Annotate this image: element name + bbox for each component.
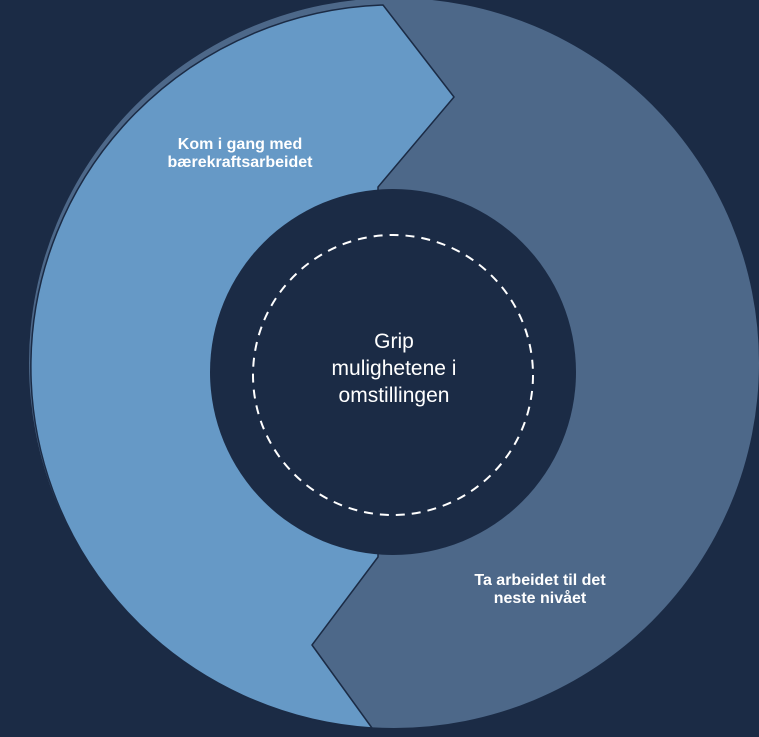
segment-label-get-started-line-1: Kom i gang med <box>177 136 303 153</box>
center-label-line-3: omstillingen <box>338 384 450 407</box>
center-circle <box>210 189 576 555</box>
segment-label-get-started: Kom i gang med bærekraftsarbeidet <box>130 136 350 172</box>
center-dashed-ring <box>252 234 534 516</box>
segment-label-next-level-line-1: Ta arbeidet til det <box>474 572 606 589</box>
segment-label-get-started-line-2: bærekraftsarbeidet <box>167 154 313 171</box>
segment-label-next-level: Ta arbeidet til det neste nivået <box>430 572 650 608</box>
center-label-line-2: mulighetene i <box>331 357 457 380</box>
segment-label-next-level-line-2: neste nivået <box>493 590 587 607</box>
center-label: Grip mulighetene i omstillingen <box>279 328 509 409</box>
center-label-line-1: Grip <box>374 330 414 353</box>
